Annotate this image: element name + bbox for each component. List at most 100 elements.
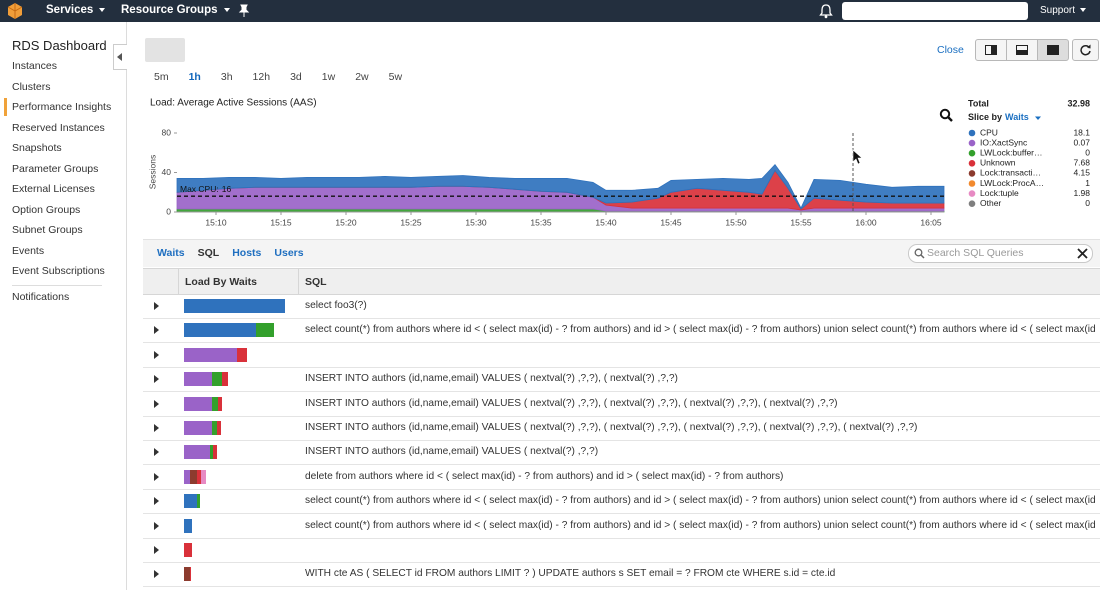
y-axis-label: Sessions [147, 155, 157, 190]
nav-link[interactable]: Parameter Groups [12, 162, 99, 175]
load-segment [184, 445, 210, 460]
load-segment [218, 396, 222, 411]
tabs: Waits SQL Hosts Users [157, 247, 304, 259]
sidebar: RDS Dashboard Instances Clusters Performan… [0, 22, 127, 590]
time-range-option[interactable]: 3d [290, 71, 302, 83]
tab[interactable]: SQL [197, 247, 220, 259]
top-nav: Services Resource Groups Support [0, 0, 1100, 22]
pin-icon[interactable] [238, 4, 250, 18]
expand-arrow[interactable] [154, 350, 159, 359]
load-segment [184, 494, 197, 509]
max-cpu-label: Max CPU: 16 [180, 184, 231, 194]
table-row[interactable]: INSERT INTO authors (id,name,email) VALU… [143, 440, 1100, 466]
column-header[interactable]: SQL [305, 276, 327, 288]
load-segment [184, 469, 190, 484]
max-cpu-value: 16 [222, 184, 232, 194]
load-segment [184, 421, 212, 435]
zoom-icon[interactable] [939, 108, 953, 122]
load-segment [212, 421, 217, 435]
sql-text: INSERT INTO authors (id,name,email) VALU… [305, 422, 918, 433]
time-range-option[interactable]: 3h [220, 71, 233, 83]
nav-link[interactable]: Performance Insights [3, 98, 112, 116]
refresh-button[interactable] [1072, 39, 1099, 61]
nav-link[interactable]: Snapshots [12, 142, 62, 154]
account-box[interactable] [842, 2, 1028, 20]
table-row[interactable] [143, 343, 1100, 368]
legend-value: 0 [1085, 147, 1090, 157]
table-row[interactable]: WITH cte AS ( SELECT id FROM authors LIM… [143, 562, 1100, 588]
sidebar-title[interactable]: RDS Dashboard [12, 38, 107, 53]
nav-link[interactable]: Option Groups [12, 203, 81, 216]
clear-search-icon[interactable] [1077, 248, 1088, 259]
time-range-option[interactable]: 5m [154, 71, 169, 83]
table-row[interactable]: delete from authors where id < ( select … [143, 465, 1100, 490]
column-divider [298, 269, 299, 294]
nav-link[interactable]: Instances [12, 60, 57, 72]
load-bar [184, 567, 191, 582]
sql-text: INSERT INTO authors (id,name,email) VALU… [305, 446, 599, 458]
x-tick-label: 15:45 [660, 217, 682, 227]
expand-arrow[interactable] [154, 326, 159, 335]
expand-arrow[interactable] [154, 472, 159, 481]
table-row[interactable]: select count(*) from authors where id < … [143, 489, 1100, 515]
table-row[interactable]: INSERT INTO authors (id,name,email) VALU… [143, 416, 1100, 441]
tab[interactable]: Users [274, 247, 304, 259]
nav-link[interactable]: Reserved Instances [12, 121, 105, 134]
load-segment [184, 299, 285, 313]
layout-full-button[interactable] [1037, 39, 1069, 61]
time-range-option[interactable]: 12h [252, 71, 271, 83]
load-segment [184, 567, 190, 582]
expand-arrow[interactable] [154, 497, 159, 506]
aws-logo[interactable] [6, 2, 24, 20]
nav-link[interactable]: Subnet Groups [12, 224, 83, 236]
nav-link[interactable]: Clusters [12, 80, 51, 93]
x-tick-label: 16:00 [855, 217, 877, 227]
load-segment [190, 469, 197, 484]
time-range-option[interactable]: 5w [388, 71, 403, 83]
table-row[interactable] [143, 538, 1100, 563]
expand-arrow[interactable] [154, 375, 159, 384]
table-header: Load By Waits SQL [143, 268, 1100, 295]
collapse-button[interactable] [113, 44, 127, 70]
bell-icon[interactable] [819, 3, 833, 19]
full-icon [1047, 45, 1059, 55]
legend-label: Lock:tuple [980, 188, 1019, 198]
close-link[interactable]: Close [937, 44, 964, 56]
nav-link[interactable]: Notifications [12, 291, 70, 303]
load-segment [256, 323, 274, 338]
nav-link[interactable]: Event Subscriptions [12, 265, 105, 277]
table-row[interactable]: select count(*) from authors where id < … [143, 514, 1100, 539]
tab[interactable]: Waits [157, 247, 185, 259]
slice-by-value[interactable]: Waits [1005, 112, 1029, 122]
services-menu[interactable]: Services [46, 4, 106, 16]
table-row[interactable]: INSERT INTO authors (id,name,email) VALU… [143, 392, 1100, 417]
resource-groups-menu[interactable]: Resource Groups [121, 4, 230, 16]
nav-link[interactable]: External Licenses [12, 183, 95, 195]
time-range-option[interactable]: 2w [355, 71, 369, 83]
expand-arrow[interactable] [154, 424, 159, 432]
table-row[interactable]: select count(*) from authors where id < … [143, 318, 1100, 344]
refresh-icon [1080, 44, 1091, 56]
expand-arrow[interactable] [154, 302, 159, 310]
table-row[interactable]: select foo3(?) [143, 294, 1100, 319]
table-row[interactable]: INSERT INTO authors (id,name,email) VALU… [143, 367, 1100, 393]
expand-arrow[interactable] [154, 521, 159, 530]
x-tick-label: 16:05 [920, 217, 942, 227]
expand-arrow[interactable] [154, 448, 159, 457]
expand-arrow[interactable] [154, 570, 159, 579]
search-box[interactable]: Search SQL Queries [908, 244, 1093, 263]
expand-arrow[interactable] [154, 399, 159, 408]
support-menu[interactable]: Support [1040, 5, 1087, 16]
slice-by-caret[interactable] [1035, 116, 1041, 121]
expand-arrow[interactable] [154, 546, 159, 554]
layout-split-button[interactable] [975, 39, 1007, 61]
x-tick-label: 15:15 [270, 217, 292, 227]
time-range-option[interactable]: 1w [321, 71, 336, 83]
nav-link[interactable]: Events [12, 244, 45, 257]
mouse-cursor [852, 149, 863, 165]
load-segment [184, 372, 212, 387]
column-header[interactable]: Load By Waits [185, 276, 257, 288]
tab[interactable]: Hosts [232, 247, 262, 259]
time-range-option[interactable]: 1h [188, 71, 201, 83]
